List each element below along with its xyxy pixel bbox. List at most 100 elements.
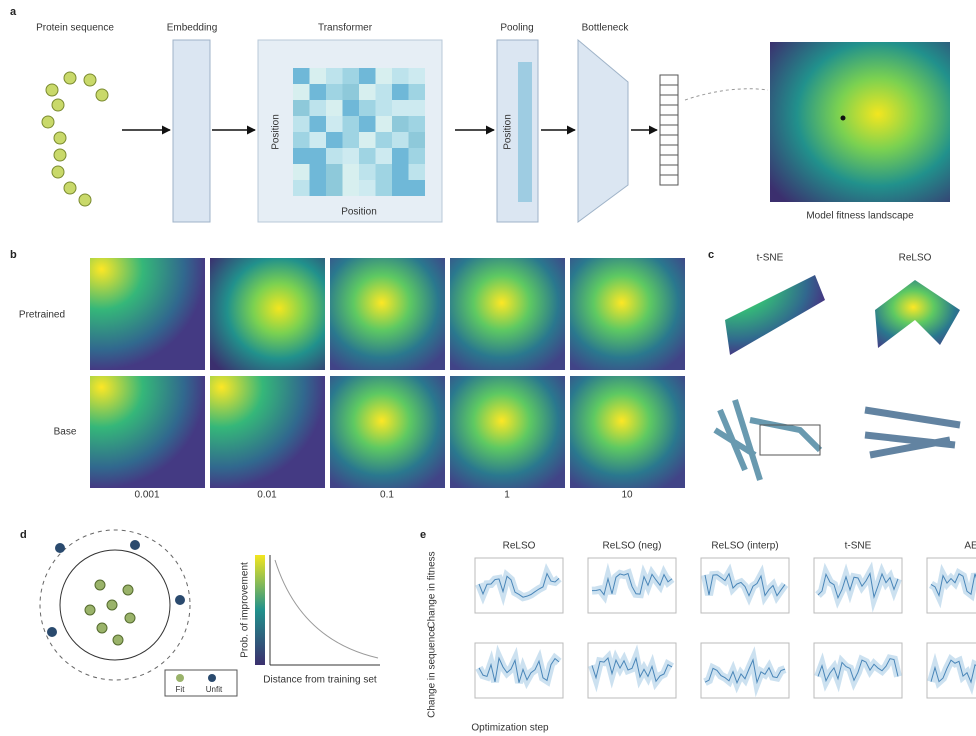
- vector-cell: [660, 75, 678, 85]
- matrix-cell: [376, 180, 393, 196]
- matrix-cell: [293, 84, 310, 100]
- inlier: [123, 585, 133, 595]
- matrix-cell: [326, 68, 343, 84]
- residue: [52, 99, 64, 111]
- matrix-cell: [359, 148, 376, 164]
- matrix-cell: [326, 164, 343, 180]
- residue: [64, 182, 76, 194]
- matrix-cell: [359, 132, 376, 148]
- landscape-tile: [570, 376, 685, 488]
- page: a Protein sequence Embedding Transformer…: [0, 0, 976, 736]
- matrix-cell: [326, 132, 343, 148]
- step-label: Bottleneck: [582, 23, 630, 34]
- inlier: [125, 613, 135, 623]
- matrix-cell: [409, 100, 426, 116]
- curve: [275, 560, 378, 658]
- protein-chain: [42, 72, 108, 206]
- method-label: t-SNE: [757, 253, 784, 264]
- matrix-cell: [392, 180, 409, 196]
- matrix-cell: [376, 164, 393, 180]
- matrix-cell: [409, 164, 426, 180]
- matrix-cell: [376, 116, 393, 132]
- surface: [725, 275, 825, 355]
- colorbar: [255, 555, 265, 665]
- panel-label: b: [10, 249, 17, 261]
- step-label: Embedding: [167, 23, 218, 34]
- method-label: ReLSO: [503, 541, 536, 552]
- vector-cell: [660, 115, 678, 125]
- method-label: ReLSO (neg): [603, 541, 662, 552]
- outlier: [130, 540, 140, 550]
- method-label: t-SNE: [845, 541, 872, 552]
- panel-label: a: [10, 6, 17, 18]
- matrix-cell: [310, 148, 327, 164]
- landscape-image: [770, 42, 950, 202]
- inlier: [97, 623, 107, 633]
- matrix-cell: [310, 116, 327, 132]
- panel-label: c: [708, 249, 714, 261]
- vector-cell: [660, 175, 678, 185]
- residue: [84, 74, 96, 86]
- method-label: ReLSO (interp): [711, 541, 778, 552]
- matrix-cell: [326, 148, 343, 164]
- axis-label: Distance from training set: [263, 675, 377, 686]
- small-multiples: ReLSOReLSO (neg)ReLSO (interp)t-SNEAE: [475, 541, 976, 698]
- matrix-cell: [376, 84, 393, 100]
- matrix-cell: [409, 68, 426, 84]
- residue: [52, 166, 64, 178]
- matrix-cell: [326, 180, 343, 196]
- legend-label: Unfit: [206, 685, 223, 694]
- method-label: ReLSO: [899, 253, 932, 264]
- vector-cell: [660, 165, 678, 175]
- matrix-cell: [343, 180, 360, 196]
- matrix-cell: [293, 100, 310, 116]
- matrix-cell: [293, 116, 310, 132]
- vector-cell: [660, 125, 678, 135]
- outlier: [47, 627, 57, 637]
- matrix-cell: [343, 132, 360, 148]
- landscape-tile: [450, 258, 565, 370]
- landscape-tile: [210, 376, 325, 488]
- matrix-cell: [392, 84, 409, 100]
- matrix-cell: [392, 132, 409, 148]
- matrix-cell: [310, 68, 327, 84]
- residue: [42, 116, 54, 128]
- matrix-cell: [392, 116, 409, 132]
- vector-cell: [660, 135, 678, 145]
- row-label: Base: [54, 427, 77, 438]
- residue: [54, 149, 66, 161]
- matrix-cell: [310, 84, 327, 100]
- matrix-cell: [310, 100, 327, 116]
- vector-cell: [660, 95, 678, 105]
- vector-cell: [660, 105, 678, 115]
- legend-swatch: [176, 674, 184, 682]
- inlier: [113, 635, 123, 645]
- landscape-tile: [210, 258, 325, 370]
- outlier: [175, 595, 185, 605]
- landscape-tile: [90, 258, 205, 370]
- axis-label: Prob. of improvement: [240, 562, 251, 658]
- matrix-cell: [293, 148, 310, 164]
- matrix-cell: [409, 116, 426, 132]
- inlier: [95, 580, 105, 590]
- column-label: 1: [504, 490, 510, 501]
- matrix-cell: [376, 148, 393, 164]
- embedding-block: [173, 40, 210, 222]
- matrix-cell: [359, 164, 376, 180]
- axis-label: Position: [341, 207, 377, 218]
- matrix-cell: [293, 68, 310, 84]
- column-label: 10: [621, 490, 633, 501]
- matrix-cell: [343, 84, 360, 100]
- column-label: 0.1: [380, 490, 394, 501]
- matrix-cell: [293, 164, 310, 180]
- matrix-cell: [293, 180, 310, 196]
- row-label: Change in fitness: [427, 551, 438, 628]
- cluster: [715, 400, 820, 480]
- matrix-cell: [359, 180, 376, 196]
- residue: [64, 72, 76, 84]
- matrix-cell: [359, 100, 376, 116]
- panel-label: d: [20, 529, 27, 541]
- matrix-cell: [310, 164, 327, 180]
- attention-matrix: [293, 68, 425, 196]
